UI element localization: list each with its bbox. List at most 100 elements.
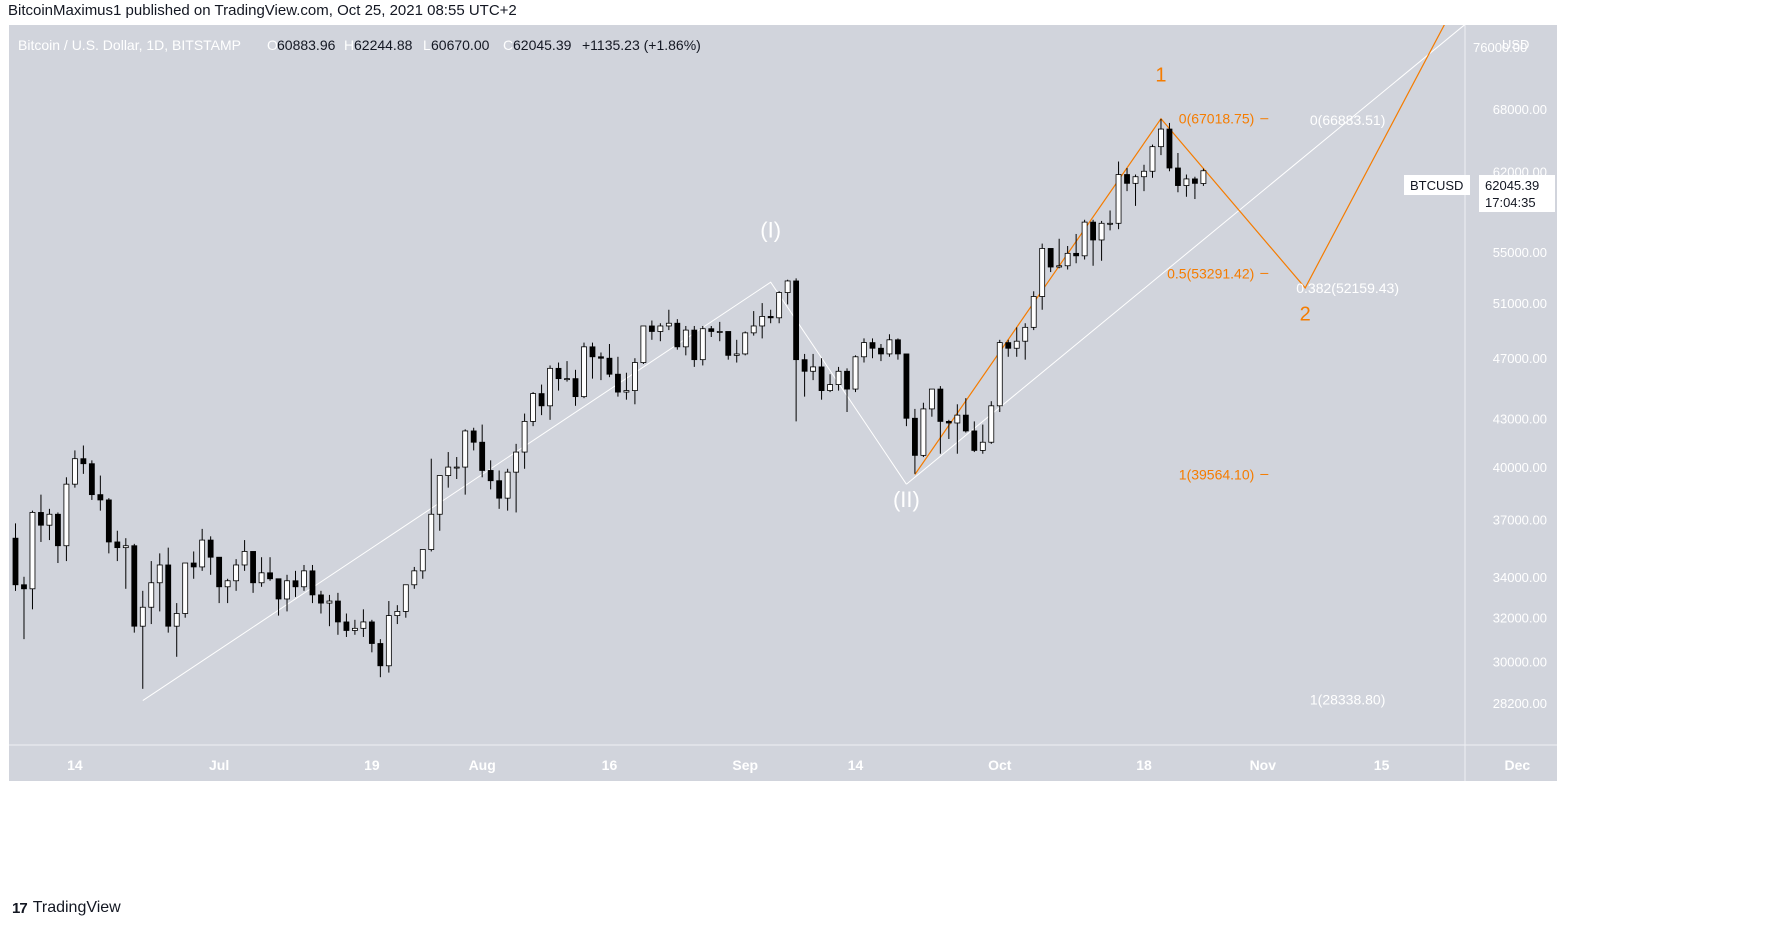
candle-body: [640, 325, 647, 363]
candle: [445, 452, 452, 488]
candle: [207, 536, 214, 575]
legend-low-label: L: [423, 37, 431, 53]
candle: [80, 445, 87, 474]
candle: [21, 576, 27, 640]
candle: [453, 457, 460, 479]
candle-body: [801, 359, 808, 372]
ohlc-legend: Bitcoin / U.S. Dollar, 1D, BITSTAMP O 60…: [18, 37, 701, 53]
candle-body: [436, 475, 443, 515]
price-tick-label: 32000.00: [1493, 611, 1547, 626]
candle-body: [80, 458, 87, 465]
candle: [547, 365, 553, 420]
candle: [852, 355, 859, 393]
candle-body: [971, 430, 978, 451]
candle: [309, 564, 316, 604]
candle-body: [419, 549, 426, 572]
legend-close-value: 62045.39: [513, 37, 572, 53]
candle: [1030, 291, 1037, 331]
candle: [564, 361, 570, 382]
publisher-line: BitcoinMaximus1 published on TradingView…: [8, 2, 517, 19]
candle: [360, 609, 367, 637]
last-price-marker[interactable]: BTCUSD 62045.39 17:04:35: [1404, 175, 1555, 212]
candle-body: [156, 564, 163, 584]
fib-label-white: 1(28338.80): [1310, 692, 1386, 708]
candle: [827, 374, 833, 393]
candle-body: [835, 370, 842, 385]
candle-body: [1022, 326, 1029, 342]
candle: [1047, 248, 1054, 273]
candle: [555, 362, 562, 391]
price-tick-label: 43000.00: [1493, 411, 1547, 426]
candle-body: [861, 342, 867, 358]
candle: [1183, 174, 1190, 197]
candle: [979, 424, 986, 454]
time-axis-background[interactable]: [9, 745, 1557, 781]
candle-body: [979, 441, 986, 451]
candle: [394, 605, 401, 625]
time-axis-ticks: 14 Jul 19 Aug 16 Sep 14 Oct 18 Nov 15 Dec: [67, 757, 1530, 773]
price-tick-label: 55000.00: [1493, 245, 1547, 260]
candle-body: [479, 441, 486, 471]
candle-body: [818, 366, 825, 391]
candle-body: [301, 570, 307, 588]
candle: [725, 331, 732, 360]
footer-brand[interactable]: TradingView: [32, 899, 121, 916]
time-tick-label: Jul: [209, 757, 229, 773]
legend-low-value: 60670.00: [431, 37, 490, 53]
candle: [122, 538, 129, 589]
candle: [623, 372, 630, 400]
candle-body: [1047, 248, 1054, 268]
time-tick-label: Dec: [1505, 757, 1531, 773]
candle: [589, 342, 596, 379]
time-tick-label: Oct: [988, 757, 1012, 773]
countdown-timer: 17:04:35: [1485, 195, 1536, 210]
currency-label[interactable]: USD: [1502, 37, 1529, 52]
candle: [971, 421, 978, 453]
candle: [572, 369, 579, 406]
candle: [538, 384, 545, 416]
candle: [1107, 210, 1113, 231]
candle: [648, 320, 655, 340]
candle-body: [674, 322, 681, 348]
candle: [1098, 220, 1105, 261]
candle-body: [725, 331, 732, 356]
candle: [496, 470, 503, 509]
candle: [462, 429, 469, 495]
legend-high-label: H: [344, 37, 354, 53]
candle-body: [572, 378, 579, 398]
candle-body: [962, 414, 969, 432]
candle-body: [954, 414, 961, 424]
price-tick-label: 51000.00: [1493, 296, 1547, 311]
candle: [258, 557, 265, 587]
time-tick-label: 16: [602, 757, 618, 773]
candle: [1124, 167, 1130, 192]
candle: [682, 325, 689, 356]
candle: [63, 477, 70, 562]
tradingview-logo-icon[interactable]: 17: [12, 899, 28, 917]
candle-body: [750, 325, 757, 334]
candle-body: [1073, 252, 1080, 257]
candle-body: [759, 316, 766, 327]
candle: [46, 508, 53, 541]
candle: [869, 338, 876, 359]
candle-body: [368, 621, 375, 644]
candle: [606, 344, 613, 378]
candle-body: [114, 541, 121, 549]
candle: [1192, 176, 1198, 200]
candle-body: [38, 512, 44, 526]
candle: [1056, 238, 1063, 269]
fib-label-orange: 1(39564.10): [1179, 466, 1255, 482]
candle: [903, 353, 910, 427]
time-tick-label: 15: [1374, 757, 1390, 773]
candle: [1005, 339, 1012, 357]
price-tick-label: 30000.00: [1493, 654, 1547, 669]
candle-body: [920, 408, 927, 456]
wave-label-white: (II): [893, 487, 920, 512]
candle: [750, 311, 757, 336]
candle-body: [555, 367, 562, 380]
price-axis-background[interactable]: [1465, 25, 1557, 745]
candle-body: [988, 405, 995, 443]
candle: [1013, 327, 1020, 357]
